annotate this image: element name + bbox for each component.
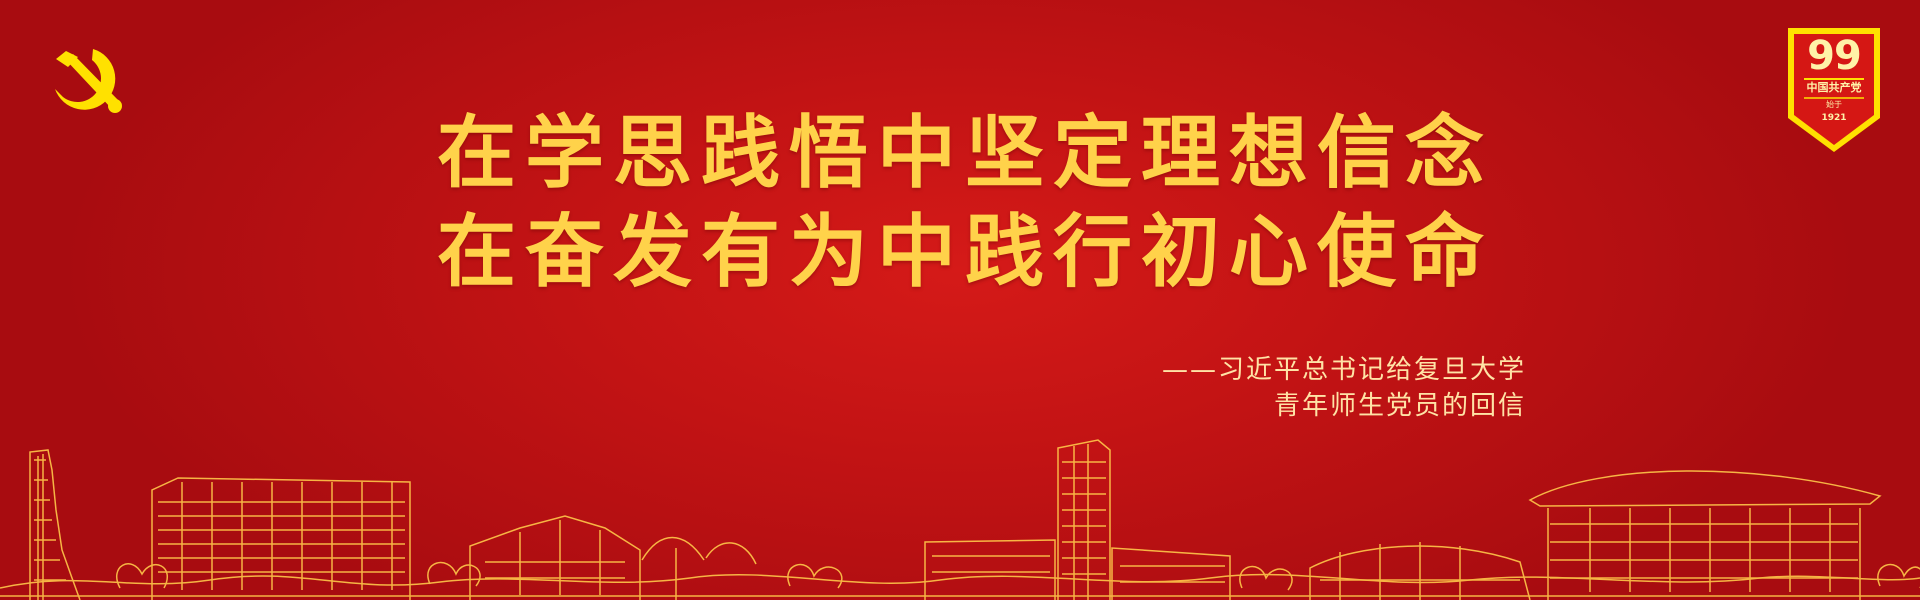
- headline: 在学思践悟中坚定理想信念 在奋发有为中践行初心使命: [390, 104, 1540, 302]
- attribution-line-2: 青年师生党员的回信: [1273, 391, 1526, 421]
- headline-line-2: 在奋发有为中践行初心使命: [437, 206, 1493, 298]
- anniversary-badge: 99 中国共产党 始于 1921: [1786, 26, 1882, 154]
- anniversary-shield-icon: [1788, 28, 1880, 152]
- badge-since: 始于: [1826, 100, 1842, 109]
- attribution-line-1: ——习近平总书记给复旦大学: [1161, 355, 1526, 385]
- badge-year: 1921: [1821, 113, 1847, 123]
- badge-number: 99: [1807, 33, 1862, 79]
- badge-party-name: 中国共产党: [1806, 81, 1862, 94]
- campus-skyline-icon: [0, 439, 1920, 600]
- hammer-sickle-icon: [55, 49, 122, 113]
- attribution: ——习近平总书记给复旦大学 青年师生党员的回信: [1050, 352, 1526, 424]
- headline-line-1: 在学思践悟中坚定理想信念: [437, 107, 1493, 199]
